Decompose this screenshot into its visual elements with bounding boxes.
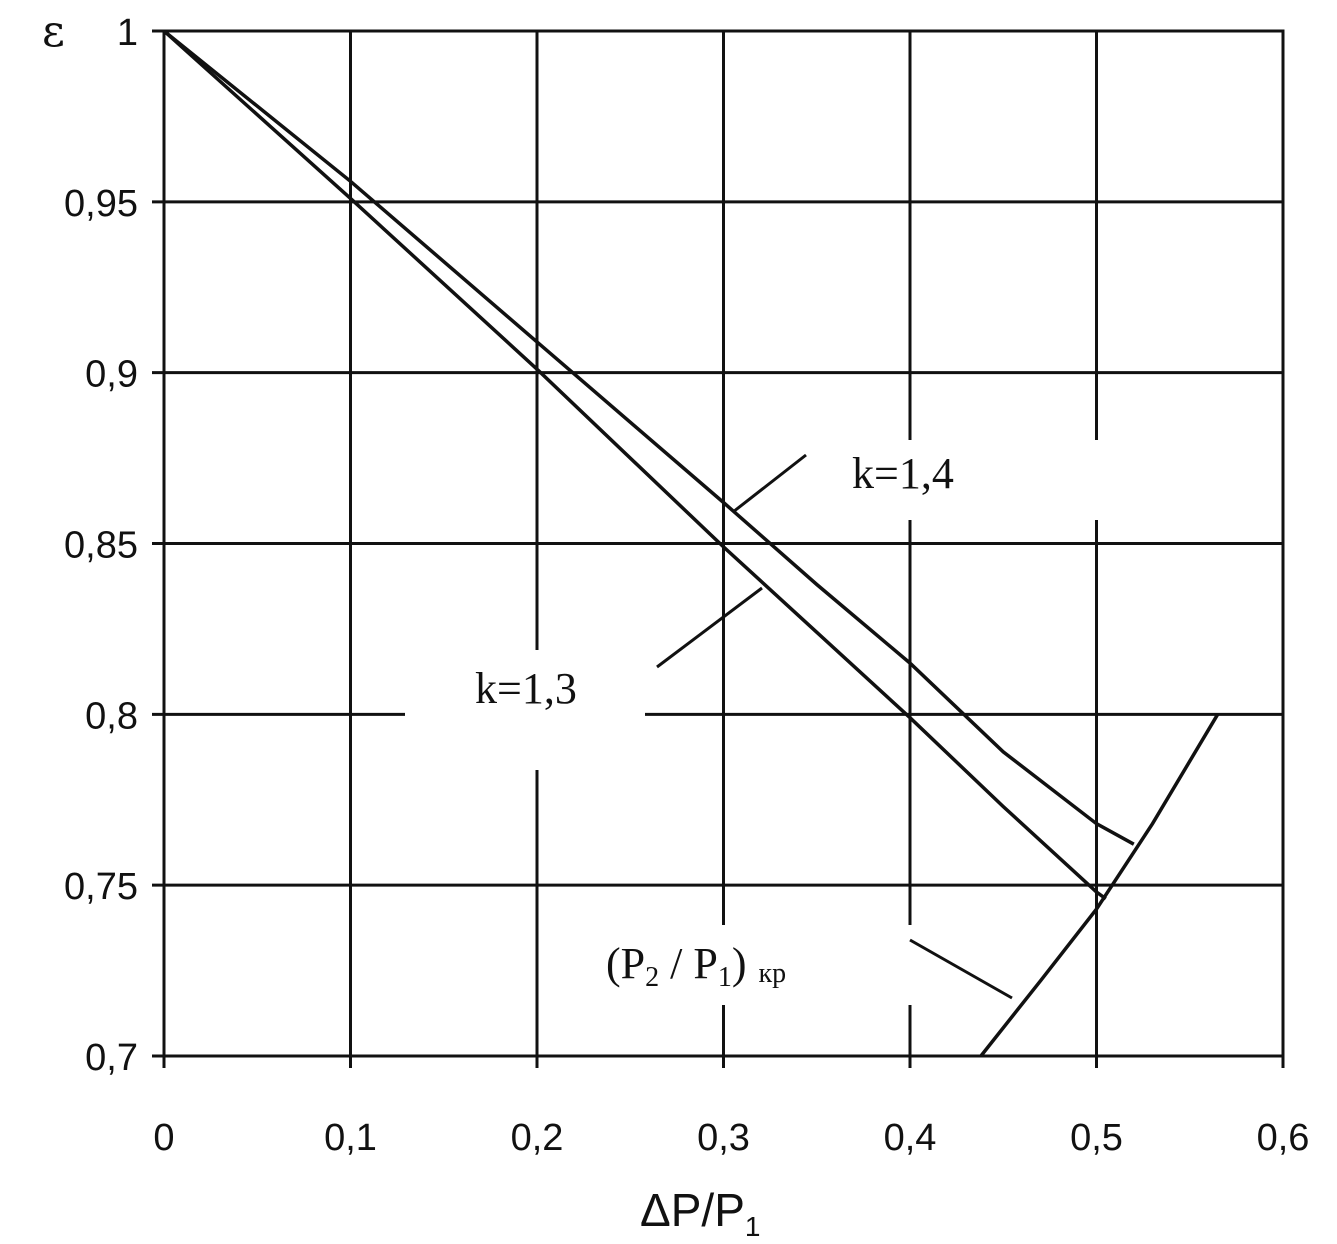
y-tick-label: 0,75 — [64, 866, 138, 908]
x-tick-label: 0,3 — [697, 1117, 750, 1159]
x-tick-label: 0,4 — [884, 1117, 937, 1159]
label-mask-critical — [590, 925, 920, 1005]
y-tick-label: 0,9 — [85, 354, 138, 396]
crit-close: ) — [732, 939, 747, 988]
x-tick-label: 0,5 — [1070, 1117, 1123, 1159]
label-k14: k=1,4 — [852, 449, 954, 498]
x-axis-title-main: ΔP/P — [640, 1184, 745, 1236]
series-critical-line — [979, 713, 1220, 1058]
crit-sub2: 2 — [645, 962, 659, 993]
series-k14-line — [162, 29, 1135, 846]
label-k13: k=1,3 — [475, 664, 577, 713]
tick-labels: 0 0,1 0,2 0,3 0,4 0,5 0,6 0,7 0,75 0,8 0,85 0,9 0,95… — [64, 12, 1309, 1159]
crit-kr: кр — [758, 958, 786, 989]
y-tick-label: 0,7 — [85, 1037, 138, 1079]
y-axis-symbol: ε — [42, 6, 65, 57]
label-mask-k13 — [405, 650, 645, 770]
y-tick-label: 1 — [117, 12, 138, 54]
label-mask-k14 — [840, 440, 1100, 520]
series — [162, 29, 1220, 1058]
annotations — [405, 440, 1100, 1005]
x-axis-title: ΔP/P1 — [640, 1184, 760, 1242]
x-tick-label: 0,6 — [1257, 1117, 1310, 1159]
series-k13-line — [162, 29, 1107, 901]
y-tick-label: 0,8 — [85, 695, 138, 737]
x-tick-label: 0 — [153, 1117, 174, 1159]
x-tick-label: 0,1 — [324, 1117, 377, 1159]
crit-open: (P — [606, 939, 645, 988]
x-axis-title-subscript: 1 — [745, 1211, 761, 1242]
label-critical-ratio: (P2 / P1) кр — [606, 939, 786, 993]
crit-sub1: 1 — [718, 962, 732, 993]
y-tick-label: 0,85 — [64, 525, 138, 567]
y-tick-label: 0,95 — [64, 183, 138, 225]
plot-frame — [162, 29, 1285, 1058]
leader-k13 — [656, 586, 763, 669]
leader-k14 — [732, 453, 807, 514]
x-tick-label: 0,2 — [511, 1117, 564, 1159]
leader-critical — [909, 938, 1013, 1000]
crit-mid: / P — [659, 939, 718, 988]
